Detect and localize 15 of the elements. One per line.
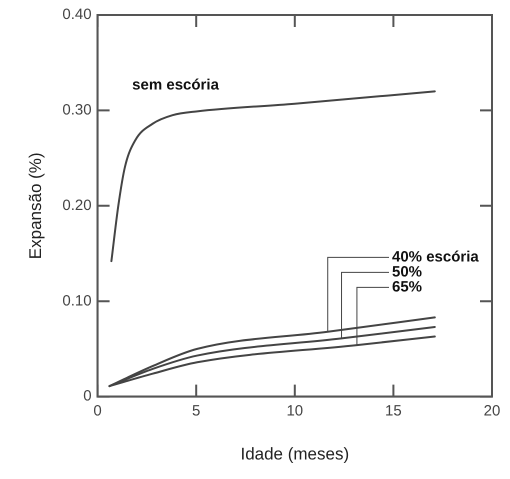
y-tick-label: 0.30 xyxy=(62,102,92,119)
x-tick-label: 15 xyxy=(385,402,402,420)
x-axis-title: Idade (meses) xyxy=(240,444,350,464)
y-tick-label: 0.10 xyxy=(62,292,92,310)
x-tick-label: 10 xyxy=(286,402,304,420)
y-tick-label: 0 xyxy=(83,388,92,405)
text: 40% escória xyxy=(392,248,480,266)
text: 50% xyxy=(392,263,422,280)
x-tick-label: 5 xyxy=(192,402,200,420)
y-tick-label: 0.20 xyxy=(62,196,92,214)
text: 65% xyxy=(392,278,422,296)
series-label: sem escória xyxy=(132,76,220,94)
y-axis-title: Expansão (%) xyxy=(26,152,45,260)
x-tick-label: 20 xyxy=(484,402,500,420)
y-tick-label: 0.40 xyxy=(62,6,92,24)
